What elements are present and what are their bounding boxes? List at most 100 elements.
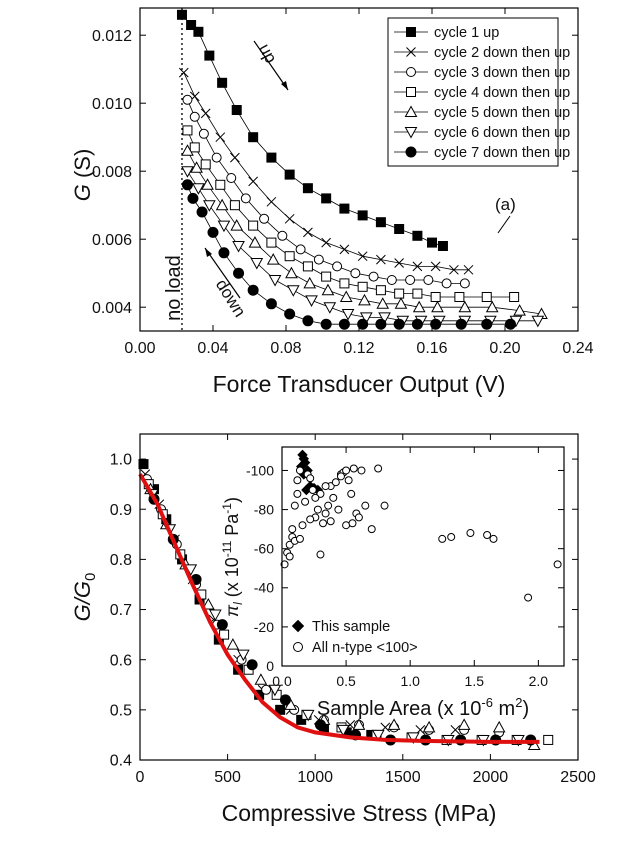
panel-a-x-tick-label: 0.08	[270, 340, 301, 357]
panel-a-series-7-point	[357, 318, 369, 330]
panel-a-series-3-point	[386, 275, 397, 285]
panel-b-series-5-point	[387, 718, 401, 730]
panel-a-series-7-point	[481, 318, 493, 330]
panel-a-series-4-point	[284, 251, 295, 262]
panel-b-plot: 0 500 1000 1500 2000 2500 0.4 0.5 0.6 0.7 0.8 0.9 1.…	[70, 433, 596, 826]
panel-a-legend-label: cycle 3 down then up	[434, 65, 570, 81]
inset-series-2-point	[280, 560, 289, 569]
panel-a-series-2-point	[284, 213, 295, 224]
panel-a-series-3-point	[226, 173, 237, 183]
inset-series-2-point	[466, 529, 475, 538]
panel-a-series-4-point	[430, 292, 441, 302]
panel-a-series-layer	[176, 9, 548, 330]
panel-b-x-tick-label: 500	[214, 769, 241, 786]
inset-series-2-point	[298, 521, 307, 530]
panel-b-x-tick-label: 0	[136, 769, 145, 786]
panel-a-series-4	[182, 125, 520, 302]
inset-x-axis-label-main: Sample Area (x 10	[317, 698, 482, 720]
inset-series-2-point	[354, 513, 363, 522]
panel-a-series-6-point	[181, 166, 194, 178]
panel-a-series-1-point	[339, 203, 350, 214]
panel-label-a-pointer	[497, 215, 511, 234]
inset-series-2-point	[357, 466, 366, 475]
inset-legend-label: All n-type <100>	[312, 640, 418, 656]
inset-legend-marker	[293, 642, 303, 652]
panel-a-legend-label: cycle 1 up	[434, 25, 499, 41]
inset-series-2-point	[321, 509, 330, 518]
inset-y-axis-label-unit: Pa	[222, 513, 242, 541]
inset-x-tick-label: 0.0	[272, 673, 292, 689]
inset-series-2-point	[295, 466, 304, 475]
inset-series-2-point	[347, 489, 356, 498]
panel-a-series-1-point	[248, 132, 259, 143]
inset-series-2-point	[438, 534, 447, 543]
inset-x-axis-label-exp2: 2	[515, 695, 522, 710]
panel-a-series-6-point	[250, 258, 264, 270]
panel-a-series-7-point	[455, 318, 467, 330]
panel-a-series-5-point	[230, 219, 244, 231]
panel-a-series-4-point	[454, 292, 465, 302]
inset-series-2-point	[308, 486, 317, 495]
panel-a-series-4-point	[229, 200, 240, 211]
panel-a-series-6-point	[232, 241, 245, 253]
panel-a-legend-marker	[404, 105, 418, 117]
inset-series-2-point	[361, 501, 370, 510]
panel-a-legend-marker	[404, 127, 418, 139]
panel-a-series-1-point	[193, 26, 204, 37]
panel-a-series-2-point	[178, 67, 189, 78]
panel-a-series-5-point	[376, 297, 390, 309]
panel-a-series-2-point	[200, 108, 211, 119]
panel-a-series-3-point	[441, 278, 452, 289]
panel-b-series-5-point	[457, 718, 471, 730]
inset-x-axis-label-close: )	[522, 698, 529, 720]
panel-a-series-2-point	[215, 132, 226, 143]
inset-y-axis-label-main: π	[222, 604, 242, 617]
panel-a-x-tick-label: 0.20	[489, 340, 520, 357]
panel-a-series-3-point	[350, 268, 361, 279]
panel-a-series-5-point	[458, 300, 472, 313]
panel-a-x-tick-label: 0.04	[197, 340, 228, 357]
inset-series-2-point	[336, 472, 345, 481]
panel-b-series-5-point	[201, 597, 215, 610]
panel-a-series-4-point	[321, 271, 332, 282]
panel-a-series-3-point	[277, 230, 288, 241]
panel-a-legend-marker	[406, 47, 416, 57]
panel-a-series-2-point	[357, 251, 368, 262]
panel-a-series-5-point	[412, 300, 426, 313]
panel-a-series-3-point	[240, 193, 251, 204]
panel-a-series-5-point	[248, 236, 262, 248]
panel-b-y-tick-label: 1.0	[110, 452, 132, 469]
panel-a-series-4-point	[248, 220, 259, 231]
panel-b-series-3-point	[261, 684, 272, 695]
panel-a-series-2-line	[183, 72, 469, 271]
up-arrow-head	[281, 81, 288, 90]
panel-b-plot-frame	[139, 433, 579, 761]
panel-a-series-7-point	[196, 206, 208, 218]
panel-a-series-5-point	[201, 178, 214, 190]
panel-a-legend-marker	[406, 27, 416, 37]
panel-a-series-7-point	[233, 267, 245, 279]
panel-b-x-tick-label: 2000	[473, 769, 509, 786]
panel-b-series-4-point	[219, 629, 230, 640]
panel-a-series-7-point	[187, 192, 199, 204]
panel-a-series-6-point	[359, 312, 373, 324]
inset-y-axis-label-close: )	[222, 497, 242, 503]
panel-a-series-3-point	[423, 275, 434, 285]
panel-a-series-2-point	[303, 227, 313, 238]
inset-legend: This sample All n-type <100>	[291, 619, 418, 656]
inset-series-2-point	[329, 493, 338, 502]
panel-a-series-4-point	[375, 285, 386, 296]
panel-b-series-6-point	[336, 724, 350, 737]
down-arrow-shaft	[204, 247, 241, 299]
panel-a-series-3	[182, 94, 470, 289]
panel-a-legend-marker	[406, 67, 416, 77]
inset-plot-frame	[281, 446, 565, 667]
panel-a-series-3-point	[405, 275, 416, 285]
panel-b-series-7-point	[246, 659, 258, 671]
panel-b-y-tick-label: 0.8	[110, 552, 132, 569]
panel-a-series-5-point	[358, 293, 371, 306]
inset-series-2-point	[367, 525, 376, 534]
panel-a-series-1-point	[394, 224, 405, 234]
panel-a-legend-label: cycle 2 down then up	[434, 45, 570, 61]
inset-series-2-point	[344, 476, 353, 485]
